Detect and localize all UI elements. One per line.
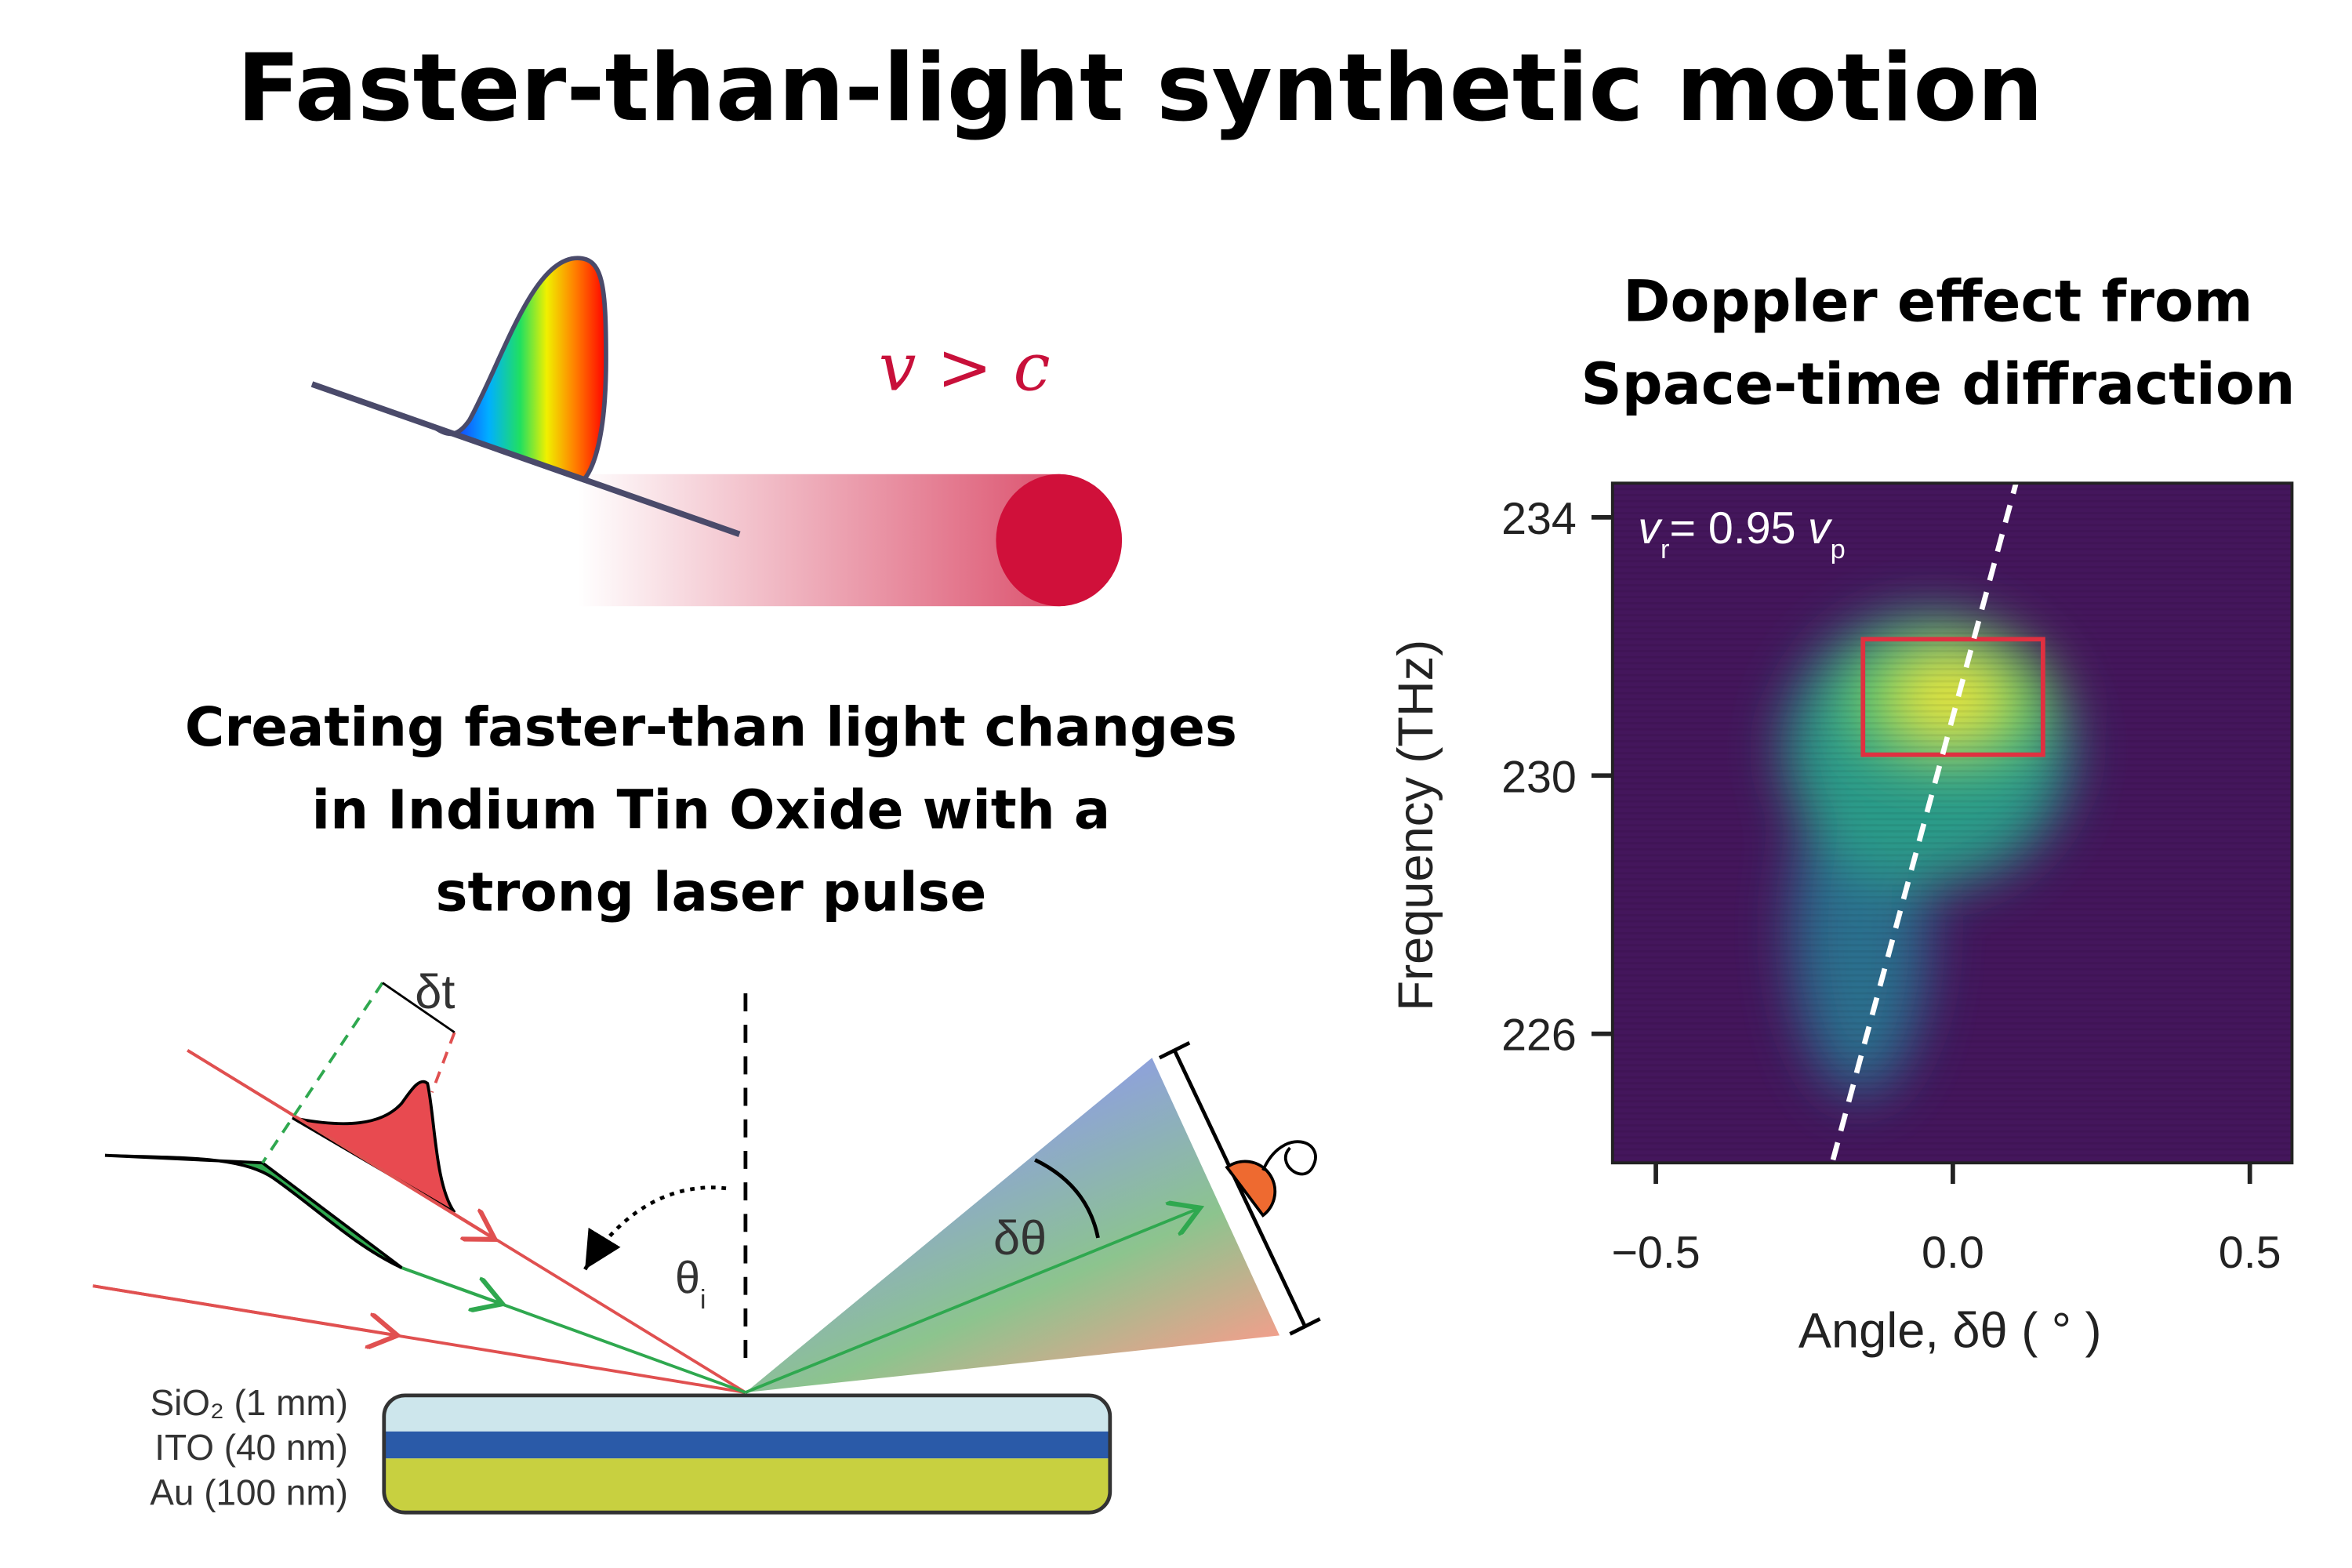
- annotation-part: v: [1638, 503, 1663, 554]
- y-axis-label: Frequency (THz): [1388, 640, 1443, 1011]
- layer-label: SiO₂ (1 mm): [150, 1382, 347, 1423]
- red-pulse: [292, 1080, 456, 1214]
- detector-range-end: [1158, 1041, 1191, 1060]
- x-tick-label: 0.0: [1922, 1228, 1984, 1278]
- caption-line: Space-time diffraction: [1581, 352, 2295, 418]
- heatmap: vr= 0.95 vp Angle, δθ ( ° ) Frequency (TH…: [1388, 481, 2294, 1359]
- incidence-arrow: [583, 1185, 727, 1271]
- green-pulse: [104, 1153, 403, 1269]
- delay-bracket: [382, 982, 456, 1033]
- angle-label: δθ: [993, 1211, 1047, 1265]
- caption-line: strong laser pulse: [435, 862, 986, 924]
- velocity-line: [1830, 482, 2019, 1161]
- layer-au: [383, 1458, 1110, 1513]
- ball: [996, 474, 1123, 607]
- incidence-label: θi: [675, 1254, 706, 1315]
- x-tick-label: 0.5: [2219, 1228, 2281, 1278]
- layer-sio2: [383, 1395, 1110, 1432]
- heatmap-image: [1612, 483, 2292, 1163]
- delay-guide: [261, 982, 384, 1164]
- axis-line: [310, 381, 741, 537]
- delay-label: δt: [415, 965, 455, 1018]
- caption-line: Creating faster-than light changes: [185, 696, 1237, 759]
- layer-label: Au (100 nm): [150, 1472, 348, 1513]
- detector-range-end: [1289, 1317, 1321, 1336]
- diffracted-beam: [745, 1208, 1200, 1394]
- substrate: [383, 1395, 1110, 1513]
- y-tick-label: 226: [1501, 1011, 1577, 1061]
- highlight-box: [1860, 637, 2045, 757]
- diffraction-cone: [745, 1058, 1280, 1393]
- title: Faster-than-light synthetic motion: [237, 34, 2043, 142]
- x-axis-label: Angle, δθ ( ° ): [1798, 1304, 2102, 1359]
- illustration: v > c: [310, 256, 1123, 607]
- beam-arrow: [401, 1266, 503, 1304]
- beam-arrow: [93, 1284, 397, 1335]
- annotation-part: r: [1661, 535, 1669, 564]
- pulse: [434, 256, 608, 483]
- annotation-part: p: [1831, 535, 1846, 564]
- y-tick-label: 234: [1501, 494, 1577, 544]
- symbol: θ: [675, 1254, 700, 1304]
- detector: [1225, 1160, 1277, 1218]
- beam-arrow: [187, 1049, 495, 1240]
- subscript: i: [700, 1285, 706, 1315]
- angle-arc: [1034, 1158, 1100, 1239]
- x-tick-label: −0.5: [1611, 1228, 1700, 1278]
- detector-cable: [1261, 1140, 1317, 1176]
- annotation-part: v: [1808, 503, 1833, 554]
- schematic: δt θi δθ SiO₂ (1 mm) ITO (40 nm) Au (100…: [93, 965, 1321, 1515]
- layer-ito: [383, 1431, 1110, 1459]
- y-tick-label: 230: [1501, 752, 1577, 802]
- layer-label: ITO (40 nm): [154, 1427, 348, 1468]
- substrate-outline: [382, 1393, 1112, 1515]
- trail: [577, 474, 1061, 607]
- annotation: vr= 0.95 vp: [1638, 503, 1845, 564]
- detector-range: [1172, 1049, 1307, 1327]
- caption-line: Doppler effect from: [1623, 270, 2253, 336]
- annotation-part: = 0.95: [1669, 503, 1795, 554]
- delay-guide: [430, 1032, 456, 1093]
- caption-line: in Indium Tin Oxide with a: [312, 779, 1111, 841]
- speed-label: v > c: [879, 329, 1051, 406]
